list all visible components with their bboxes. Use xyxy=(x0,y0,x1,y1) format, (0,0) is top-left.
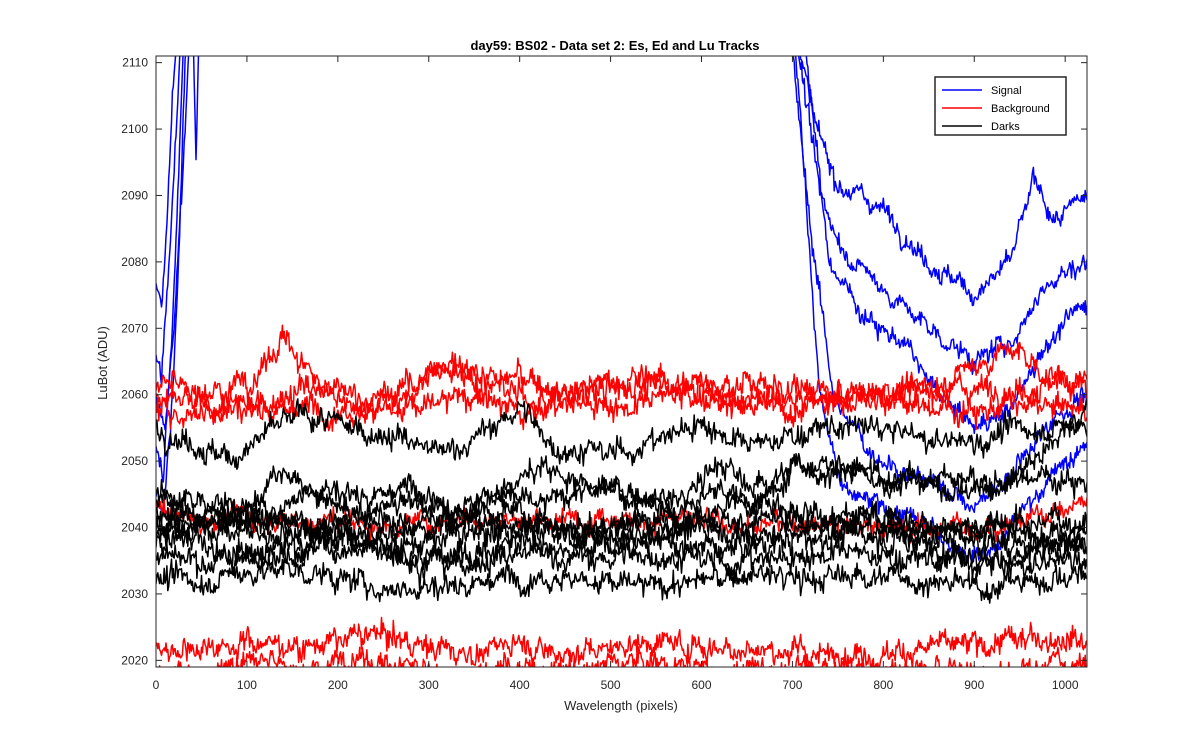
y-tick-label: 2110 xyxy=(122,56,148,70)
x-tick-label: 700 xyxy=(782,678,802,692)
axes: 0 100 200 300 400 500 600 700 800 900 1000 2020 2030… xyxy=(121,55,1088,692)
x-tick-label: 100 xyxy=(237,678,257,692)
x-tick-label: 800 xyxy=(873,678,893,692)
chart-title: day59: BS02 - Data set 2: Es, Ed and Lu … xyxy=(470,38,759,53)
legend-label: Signal xyxy=(991,85,1022,97)
y-axis-label: LuBot (ADU) xyxy=(95,326,110,400)
x-axis-label: Wavelength (pixels) xyxy=(564,698,678,713)
series-line-darks-17 xyxy=(156,557,1087,604)
x-tick-label: 900 xyxy=(964,678,984,692)
x-tick-label: 1000 xyxy=(1052,678,1079,692)
y-tick-label: 2100 xyxy=(121,122,148,136)
series-line-darks-18 xyxy=(156,398,1087,532)
series-line-background-7 xyxy=(156,357,1087,432)
y-tick-label: 2090 xyxy=(121,188,148,202)
y-tick-label: 2020 xyxy=(121,653,148,667)
legend-label: Background xyxy=(991,103,1050,115)
legend: Signal Background Darks xyxy=(934,76,1067,136)
series-line-darks-11 xyxy=(156,398,1087,470)
x-tick-label: 500 xyxy=(601,678,621,692)
series-line-background-9 xyxy=(156,616,1087,667)
plot-area-border xyxy=(155,55,1088,668)
y-tick-label: 2080 xyxy=(121,255,148,269)
y-tick-label: 2070 xyxy=(121,321,148,335)
series-line-signal-1 xyxy=(156,56,1087,387)
y-tick-label: 2050 xyxy=(121,454,148,468)
series-line-darks-19 xyxy=(156,500,1087,555)
series-line-signal-0 xyxy=(156,56,1087,308)
y-tick-label: 2060 xyxy=(121,388,148,402)
y-tick-label: 2040 xyxy=(121,521,148,535)
x-tick-label: 0 xyxy=(153,678,160,692)
x-tick-label: 600 xyxy=(691,678,711,692)
y-tick-label: 2030 xyxy=(121,587,148,601)
series-line-darks-16 xyxy=(156,532,1087,582)
legend-label: Darks xyxy=(991,121,1020,133)
x-tick-label: 300 xyxy=(419,678,439,692)
x-tick-label: 200 xyxy=(328,678,348,692)
series-layer xyxy=(156,56,1087,667)
x-tick-label: 400 xyxy=(510,678,530,692)
